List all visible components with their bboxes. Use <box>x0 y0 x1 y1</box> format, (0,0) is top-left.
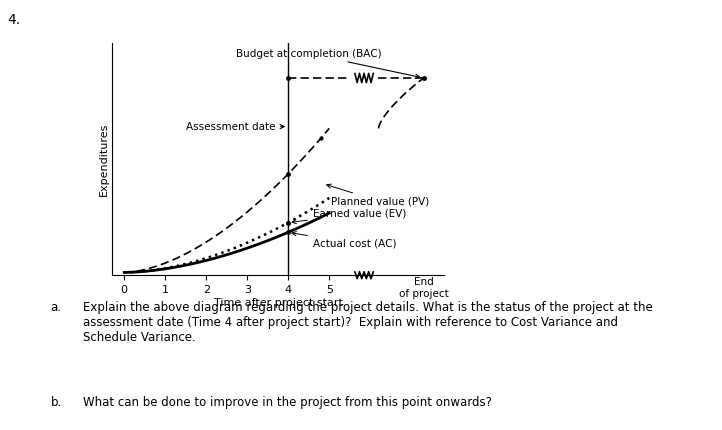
Text: Earned value (EV): Earned value (EV) <box>292 209 406 224</box>
Text: Planned value (PV): Planned value (PV) <box>327 184 430 206</box>
Text: End
of project: End of project <box>399 277 448 298</box>
Text: Actual cost (AC): Actual cost (AC) <box>292 231 396 249</box>
Text: Assessment date: Assessment date <box>186 122 284 132</box>
Text: What can be done to improve in the project from this point onwards?: What can be done to improve in the proje… <box>83 396 492 408</box>
Text: a.: a. <box>51 301 61 314</box>
X-axis label: Time after project start: Time after project start <box>214 298 342 308</box>
Y-axis label: Expenditures: Expenditures <box>99 123 109 196</box>
Text: 4.: 4. <box>7 13 20 27</box>
Text: Explain the above diagram regarding the project details. What is the status of t: Explain the above diagram regarding the … <box>83 301 653 344</box>
Text: b.: b. <box>51 396 62 408</box>
Text: Budget at completion (BAC): Budget at completion (BAC) <box>236 49 419 78</box>
